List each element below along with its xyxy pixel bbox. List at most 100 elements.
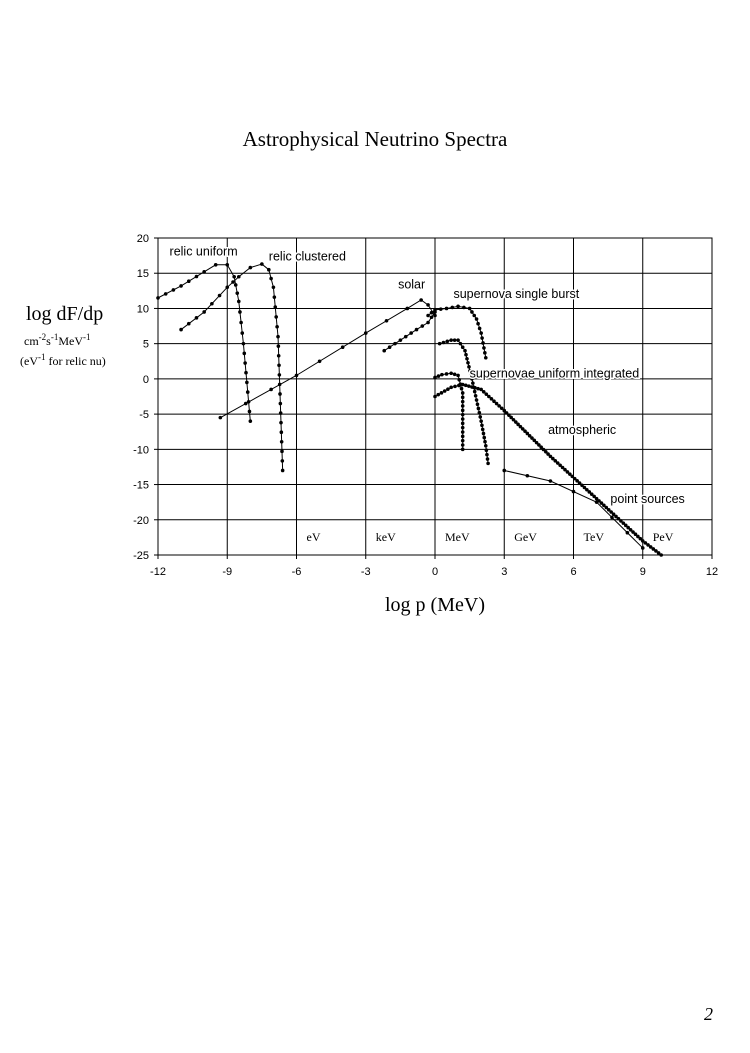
series-point <box>280 459 285 463</box>
energy-scale-label: PeV <box>653 530 674 544</box>
series-point <box>636 534 640 539</box>
series-point <box>426 320 430 325</box>
label-layer: -12 -9 -6 -3 0 3 6 9 12 -25 -20 -15 -10 -5 0 5 10 15 20 eV k… <box>133 233 718 578</box>
energy-scale-label: MeV <box>445 530 470 544</box>
x-tick-label: 6 <box>570 566 576 578</box>
series-point <box>460 399 465 404</box>
x-tick-label: 0 <box>432 566 438 578</box>
series-point <box>577 481 582 485</box>
series-point <box>275 324 279 329</box>
series-point <box>276 334 280 339</box>
series-point <box>236 299 241 304</box>
grid <box>154 237 713 559</box>
series-point <box>446 387 450 391</box>
series-point <box>460 391 465 395</box>
series-point <box>186 279 191 284</box>
series-point <box>469 373 473 377</box>
series-point <box>460 382 465 387</box>
series-point <box>532 438 537 443</box>
series-point <box>225 285 230 290</box>
series-point <box>628 527 633 532</box>
series-point <box>472 313 477 318</box>
series-point <box>483 444 488 448</box>
series-label: point sources <box>610 492 684 506</box>
series-point <box>623 523 628 528</box>
series-point <box>449 338 453 342</box>
x-tick-label: -9 <box>222 566 232 578</box>
x-tick-label: 9 <box>640 566 646 578</box>
series-point <box>548 454 553 459</box>
series-point <box>497 404 501 408</box>
series-point <box>238 310 242 314</box>
x-tick-label: -12 <box>150 566 166 578</box>
series-point <box>243 401 248 406</box>
series-point <box>267 267 271 272</box>
series-point <box>171 288 176 292</box>
series-point <box>479 419 483 423</box>
series-point <box>163 292 168 296</box>
series-point <box>485 457 490 461</box>
series-point <box>186 321 191 326</box>
series-point <box>460 404 465 408</box>
series-point <box>460 421 465 426</box>
series-point <box>485 452 489 457</box>
series-point <box>433 308 437 312</box>
series-point <box>484 392 489 396</box>
series-point <box>442 389 447 393</box>
series-point <box>280 468 285 473</box>
series-point <box>544 449 548 454</box>
series-point <box>409 331 413 335</box>
series-point <box>537 443 541 447</box>
series-point <box>465 356 469 361</box>
series-point <box>245 380 249 385</box>
series-point <box>274 315 278 319</box>
series-point <box>276 344 281 348</box>
series-point <box>511 417 516 422</box>
series-point <box>457 383 461 388</box>
series-line <box>157 264 251 422</box>
series-point <box>403 334 408 339</box>
series-point <box>479 331 483 335</box>
series-point <box>241 341 246 346</box>
series-point <box>456 373 460 378</box>
series-point <box>648 545 653 549</box>
y-axis-units: cm-2s-1MeV-1 <box>24 332 91 348</box>
series-point <box>278 401 283 406</box>
series-label: relic uniform <box>170 245 238 259</box>
series-point <box>484 448 489 453</box>
series-point <box>440 372 444 377</box>
series-point <box>499 406 504 411</box>
series-point <box>245 390 250 394</box>
series-point <box>217 293 222 298</box>
y-tick-label: -25 <box>133 550 149 562</box>
series-point <box>483 355 488 360</box>
series-point <box>278 411 283 415</box>
series-point <box>458 341 463 346</box>
series-label: relic clustered <box>269 250 346 264</box>
series-point <box>482 435 487 440</box>
series-point <box>243 361 247 365</box>
series-point <box>363 331 368 335</box>
series-point <box>470 310 474 314</box>
series-point <box>492 399 496 403</box>
series-point <box>202 310 206 314</box>
y-tick-label: -10 <box>133 444 149 456</box>
series-point <box>489 397 494 401</box>
series-point <box>594 500 599 504</box>
y-tick-label: 0 <box>143 374 149 386</box>
series-point <box>646 543 650 547</box>
series-point <box>482 346 486 350</box>
series-point <box>460 345 465 349</box>
series-point <box>539 445 543 450</box>
series-point <box>563 467 567 472</box>
series-point <box>449 371 453 376</box>
series-point <box>611 512 616 517</box>
series-point <box>477 410 482 415</box>
series-point <box>414 327 419 332</box>
series-point <box>426 313 430 318</box>
series-point <box>460 447 465 452</box>
series-point <box>445 339 450 344</box>
series-point <box>509 415 513 420</box>
series-point <box>279 430 284 435</box>
series-point <box>467 365 471 369</box>
